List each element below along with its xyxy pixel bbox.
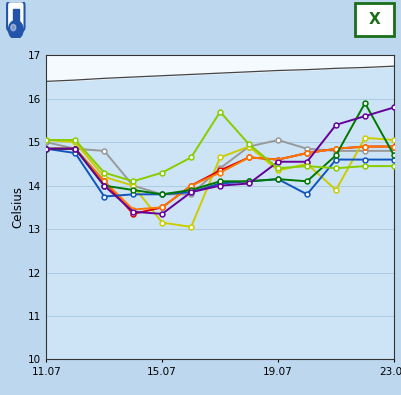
Circle shape bbox=[8, 21, 23, 39]
Text: X: X bbox=[368, 12, 380, 27]
Y-axis label: Celsius: Celsius bbox=[11, 186, 24, 228]
Bar bbox=[13, 9, 19, 30]
Circle shape bbox=[11, 24, 16, 31]
FancyBboxPatch shape bbox=[354, 4, 393, 36]
FancyBboxPatch shape bbox=[7, 1, 24, 31]
